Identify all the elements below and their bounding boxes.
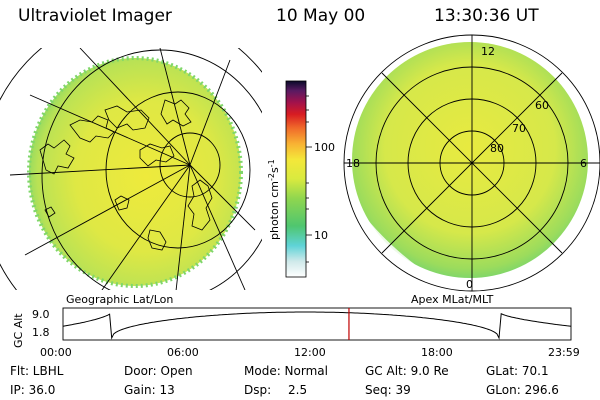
colorbar-units-label: photon cm-2s-1 <box>267 159 281 240</box>
time-tick-1200: 12:00 <box>294 346 326 359</box>
glat-info: GLat: 70.1 <box>486 364 549 378</box>
gc-alt-info: GC Alt: 9.0 Re <box>365 364 449 378</box>
dsp-label: Dsp: <box>244 383 272 397</box>
time-tick-1800: 18:00 <box>421 346 453 359</box>
dsp-value: 2.5 <box>288 383 308 397</box>
earth-disk-emission <box>29 58 241 286</box>
gain-info: Gain: 13 <box>124 383 175 397</box>
altitude-tick-9: 9.0 <box>32 308 50 321</box>
geographic-image-panel <box>0 48 262 290</box>
colorbar <box>285 80 307 278</box>
glon-info: GLon: 296.6 <box>486 383 559 397</box>
instrument-title: Ultraviolet Imager <box>18 6 172 26</box>
mlt-label-0: 0 <box>466 278 473 291</box>
left-panel-caption: Geographic Lat/Lon <box>66 293 173 306</box>
auroral-emission <box>352 42 588 278</box>
altitude-plot: GC Alt 9.0 1.8 00:00 06:00 12:00 18:00 2… <box>12 307 580 359</box>
coastlines <box>39 99 213 251</box>
altitude-tick-1-8: 1.8 <box>32 326 50 339</box>
ip-info: IP: 36.0 <box>10 383 56 397</box>
seq-info: Seq: 39 <box>365 383 411 397</box>
observation-time: 13:30:36 UT <box>434 6 539 26</box>
mlat-grid <box>343 34 600 292</box>
time-tick-2359: 23:59 <box>548 346 580 359</box>
altitude-curve <box>62 311 572 340</box>
mode-info: Mode: Normal <box>244 364 328 378</box>
colorbar-tick-10: 10 <box>314 229 328 242</box>
magnetic-polar-panel: 12 18 6 0 60 70 80 <box>343 34 600 292</box>
colorbar-ticks <box>306 95 312 263</box>
door-info: Door: Open <box>124 364 193 378</box>
right-panel-caption: Apex MLat/MLT <box>411 293 494 306</box>
altitude-axis-label: GC Alt <box>12 313 25 348</box>
filter-info: Flt: LBHL <box>10 364 64 378</box>
observation-date: 10 May 00 <box>276 6 366 26</box>
time-tick-0000: 00:00 <box>40 346 72 359</box>
mlt-label-6: 6 <box>580 157 587 170</box>
altitude-plot-frame <box>62 307 572 341</box>
disk-edge <box>27 56 243 288</box>
mlt-label-18: 18 <box>346 157 360 170</box>
mlat-label-80: 80 <box>490 142 504 155</box>
mlat-label-60: 60 <box>535 99 549 112</box>
mlat-label-70: 70 <box>512 122 526 135</box>
colorbar-tick-100: 100 <box>314 141 335 154</box>
time-tick-0600: 06:00 <box>167 346 199 359</box>
mlt-label-12: 12 <box>481 45 495 58</box>
